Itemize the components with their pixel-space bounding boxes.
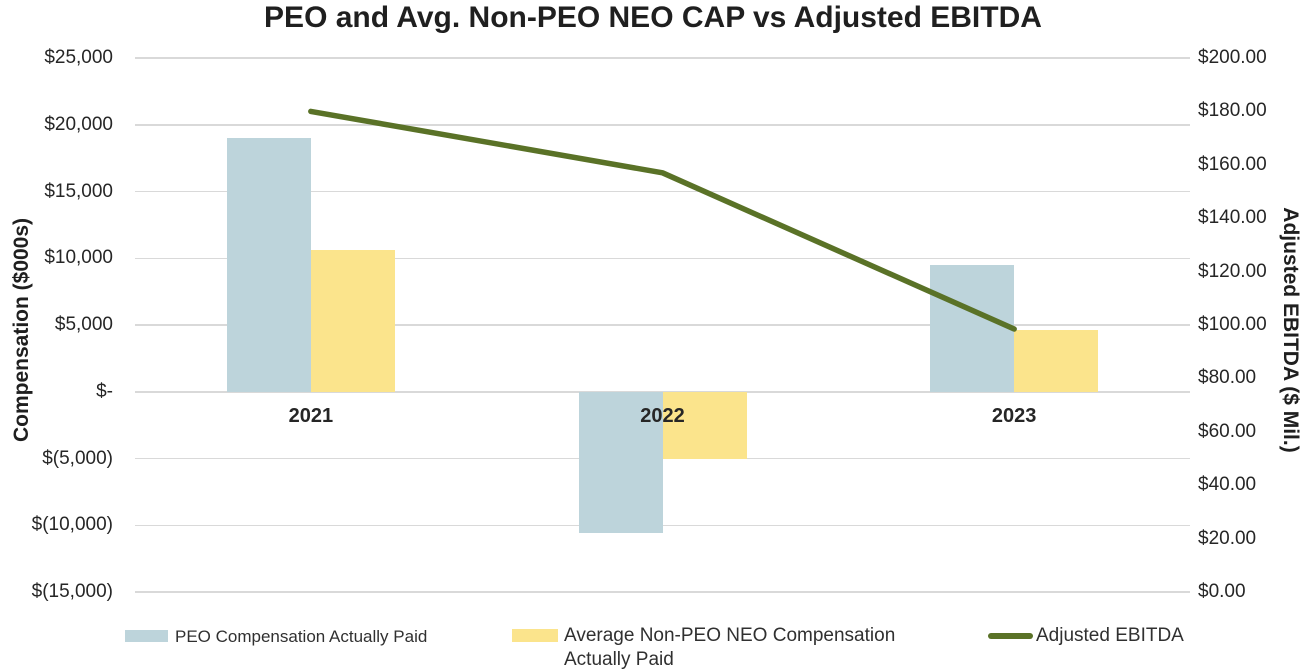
left-axis-tick: $- [96,380,113,402]
x-axis-label-2021: 2021 [288,404,334,427]
ebitda-line [308,108,1017,332]
right-axis-tick: $140.00 [1198,207,1267,229]
gridline [135,124,1190,126]
x-axis-label-2022: 2022 [640,404,685,427]
x-axis-label-2023: 2023 [991,404,1037,427]
neo-cap-bar-2021 [310,250,395,392]
legend-item-ebitda: Adjusted EBITDA [988,624,1184,648]
peo-cap-bar-2021 [226,138,311,392]
peo-cap-bar-2023 [930,264,1015,392]
right-axis-tick: $100.00 [1198,314,1267,335]
gridline [135,457,1190,460]
neo-cap-bar-2023 [1014,329,1099,392]
right-axis-tick: $40.00 [1198,474,1257,496]
gridline [135,57,1190,59]
neo-cap-bar-2022 [662,391,747,459]
left-axis-tick: $(10,000) [31,514,113,536]
chart-title: PEO and Avg. Non-PEO NEO CAP vs Adjusted… [264,1,1042,34]
right-axis-tick: $60.00 [1198,420,1257,442]
right-axis-tick: $180.00 [1198,100,1267,122]
right-axis-tick: $0.00 [1198,581,1246,602]
left-axis-tick: $5,000 [54,314,113,335]
legend-item-neo: Average Non-PEO NEO Compensation Actuall… [512,624,914,670]
legend-label-neo: Average Non-PEO NEO Compensation Actuall… [564,625,896,670]
left-axis-tick: $25,000 [44,47,113,68]
right-axis-tick: $200.00 [1198,47,1267,68]
left-axis-tick: $20,000 [44,113,113,135]
gridline [135,524,1190,526]
ebitda-line-swatch-icon [988,633,1033,639]
legend-label-ebitda: Adjusted EBITDA [1036,625,1184,646]
right-axis-tick: $20.00 [1198,527,1257,549]
left-axis-tick: $(5,000) [42,447,113,469]
peo-bar-swatch-icon [125,630,168,642]
left-axis-tick: $15,000 [44,180,113,202]
legend-label-peo: PEO Compensation Actually Paid [175,627,428,646]
right-axis-tick: $120.00 [1198,260,1267,282]
left-axis-tick: $10,000 [44,247,113,269]
right-axis-tick: $160.00 [1198,153,1267,175]
left-axis-tick: $(15,000) [31,581,113,602]
legend-item-peo: PEO Compensation Actually Paid [125,626,427,647]
gridline [135,591,1190,593]
right-axis-tick: $80.00 [1198,367,1257,389]
neo-bar-swatch-icon [512,629,558,642]
peo-cap-bar-2022 [578,391,663,534]
